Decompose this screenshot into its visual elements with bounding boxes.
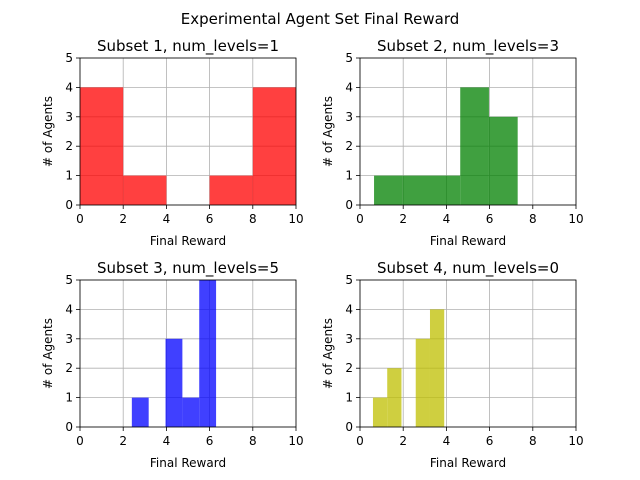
x-axis-label: Final Reward (150, 234, 226, 248)
histogram-bars (374, 87, 518, 205)
x-tick-label: 4 (443, 212, 451, 226)
x-tick-label: 6 (486, 212, 494, 226)
y-tick-label: 1 (65, 169, 73, 183)
subplot-title: Subset 2, num_levels=3 (377, 37, 559, 56)
y-tick-label: 3 (345, 332, 353, 346)
histogram-bars (372, 309, 445, 427)
x-tick-label: 6 (206, 434, 214, 448)
histogram-bar (252, 87, 296, 205)
x-tick-label: 2 (119, 434, 127, 448)
y-tick-label: 3 (65, 110, 73, 124)
y-tick-label: 0 (65, 420, 73, 434)
subplot-title: Subset 4, num_levels=0 (377, 259, 559, 278)
y-tick-label: 3 (65, 332, 73, 346)
y-tick-label: 0 (345, 420, 353, 434)
x-tick-label: 0 (76, 434, 84, 448)
y-tick-label: 1 (345, 169, 353, 183)
histogram-bar (488, 116, 518, 205)
x-axis-label: Final Reward (150, 456, 226, 470)
x-tick-label: 8 (529, 434, 537, 448)
y-axis-label: # of Agents (41, 96, 55, 167)
x-tick-label: 10 (568, 212, 583, 226)
subplot-2: 0 2 4 6 8 10 0 1 2 3 4 5 Subset 2, num_levels=3 Final… (321, 37, 584, 248)
y-tick-label: 5 (345, 273, 353, 287)
histogram-bar (431, 175, 461, 205)
subplot-1: 0 2 4 6 8 10 0 1 2 3 4 5 Subset 1, num_levels=1 Final… (41, 37, 304, 248)
x-tick-label: 4 (443, 434, 451, 448)
y-tick-label: 1 (65, 391, 73, 405)
y-tick-label: 2 (345, 361, 353, 375)
histogram-bar (374, 175, 403, 205)
x-tick-label: 2 (399, 212, 407, 226)
histogram-bar (80, 87, 124, 205)
y-axis-label: # of Agents (321, 96, 335, 167)
x-tick-label: 10 (288, 434, 303, 448)
y-tick-label: 0 (345, 198, 353, 212)
y-tick-label: 4 (345, 302, 353, 316)
x-tick-label: 2 (399, 434, 407, 448)
axes-frame (359, 57, 577, 206)
x-axis-label: Final Reward (430, 234, 506, 248)
histogram-bar (123, 175, 167, 205)
histogram-bar (131, 397, 149, 427)
histogram-bar (209, 175, 253, 205)
histogram-bar (372, 397, 388, 427)
x-tick-label: 0 (356, 434, 364, 448)
x-tick-label: 4 (163, 434, 171, 448)
x-tick-label: 10 (288, 212, 303, 226)
y-tick-label: 0 (65, 198, 73, 212)
axes-frame (79, 279, 297, 428)
y-axis-label: # of Agents (321, 318, 335, 389)
subplot-title: Subset 1, num_levels=1 (97, 37, 279, 56)
x-tick-label: 8 (249, 434, 257, 448)
x-tick-label: 0 (76, 212, 84, 226)
y-tick-label: 5 (65, 51, 73, 65)
y-tick-label: 4 (65, 302, 73, 316)
y-tick-label: 2 (65, 139, 73, 153)
histogram-bar (402, 175, 432, 205)
x-tick-label: 4 (163, 212, 171, 226)
y-tick-label: 4 (345, 80, 353, 94)
subplot-title: Subset 3, num_levels=5 (97, 259, 279, 278)
y-tick-label: 2 (65, 361, 73, 375)
y-tick-label: 5 (65, 273, 73, 287)
axes-frame (359, 279, 577, 428)
x-tick-label: 0 (356, 212, 364, 226)
x-tick-label: 8 (529, 212, 537, 226)
x-tick-label: 8 (249, 212, 257, 226)
histogram-bars (80, 87, 296, 205)
x-tick-label: 10 (568, 434, 583, 448)
x-axis-label: Final Reward (430, 456, 506, 470)
subplot-3: 0 2 4 6 8 10 0 1 2 3 4 5 Subset 3, num_levels=5 Final… (41, 259, 304, 470)
histogram-bars (131, 280, 217, 427)
histogram-bar (415, 338, 430, 427)
figure-title: Experimental Agent Set Final Reward (181, 10, 460, 28)
subplot-4: 0 2 4 6 8 10 0 1 2 3 4 5 Subset 4, num_levels=0 Final… (321, 259, 584, 470)
x-tick-label: 2 (119, 212, 127, 226)
x-tick-label: 6 (206, 212, 214, 226)
y-axis-label: # of Agents (41, 318, 55, 389)
histogram-bar (182, 397, 200, 427)
y-tick-label: 3 (345, 110, 353, 124)
histogram-bar (429, 309, 445, 427)
x-tick-label: 6 (486, 434, 494, 448)
histogram-bar (387, 368, 402, 427)
histogram-bar (199, 280, 217, 427)
histogram-bar (460, 87, 489, 205)
y-tick-label: 4 (65, 80, 73, 94)
y-tick-label: 5 (345, 51, 353, 65)
y-tick-label: 2 (345, 139, 353, 153)
axes-frame (79, 57, 297, 206)
y-tick-label: 1 (345, 391, 353, 405)
histogram-bar (165, 338, 183, 427)
